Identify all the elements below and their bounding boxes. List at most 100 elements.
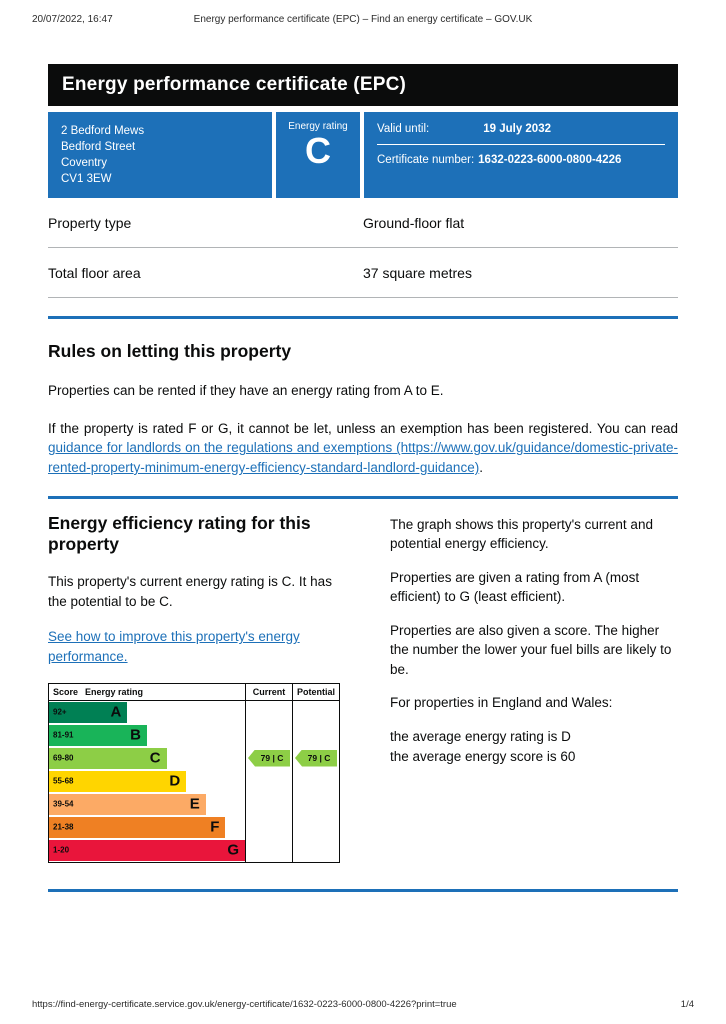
epc-band-row: 1-20 G	[49, 838, 339, 862]
explanation-paragraph: For properties in England and Wales:	[390, 695, 613, 711]
section-divider	[48, 888, 678, 892]
property-type-value: Ground-floor flat	[363, 215, 465, 232]
energy-rating-chart: Score Energy rating Current Potential 92…	[48, 682, 340, 863]
epc-band-row: 81-91 B	[49, 723, 339, 747]
epc-current-cell	[245, 700, 292, 724]
rating-left-column: Energy efficiency rating for this proper…	[48, 513, 340, 863]
epc-potential-cell	[292, 838, 339, 862]
explanation-paragraph: Properties are given a rating from A (mo…	[390, 569, 640, 605]
epc-band-letter: F	[210, 818, 220, 836]
epc-band-letter: D	[169, 772, 181, 790]
print-footer-url: https://find-energy-certificate.service.…	[32, 999, 457, 1010]
epc-current-cell	[245, 838, 292, 862]
epc-band-letter: E	[189, 795, 200, 813]
epc-band-bar-e: 39-54 E	[49, 793, 206, 815]
rules-paragraph-2-end: .	[479, 459, 483, 475]
epc-potential-cell	[292, 700, 339, 724]
landlord-guidance-link[interactable]: guidance for landlords on the regulation…	[48, 440, 678, 475]
epc-band-row: 21-38 F	[49, 815, 339, 839]
epc-band-score: 21-38	[53, 822, 74, 832]
epc-current-cell	[245, 723, 292, 747]
epc-band-score: 39-54	[53, 799, 74, 809]
address-line: 2 Bedford Mews	[61, 125, 145, 137]
energy-rating-value: C	[305, 130, 331, 171]
epc-band-row: 69-80 C 79 | C 79 | C	[49, 746, 339, 770]
certificate-banner-title: Energy performance certificate (EPC)	[48, 64, 678, 106]
epc-current-cell	[245, 815, 292, 839]
floor-area-value: 37 square metres	[363, 265, 472, 282]
epc-potential-cell	[292, 769, 339, 793]
rating-explanation-column: The graph shows this property's current …	[390, 513, 678, 863]
epc-band-bar-b: 81-91 B	[49, 724, 147, 746]
epc-current-cell	[245, 769, 292, 793]
epc-chart-header: Score Energy rating Current Potential	[49, 683, 339, 701]
average-rating-line: the average energy rating is D	[390, 729, 571, 744]
epc-band-bar-g: 1-20 G	[49, 839, 245, 861]
improve-performance-link[interactable]: See how to improve this property's energ…	[48, 629, 300, 664]
epc-current-cell	[245, 792, 292, 816]
current-rating-arrow: 79 | C	[248, 749, 290, 767]
epc-band-rows: 92+ A 81-91 B 69-80 C 79 | C 79 | C 55-68 D 39-54 E…	[49, 700, 339, 862]
print-footer: https://find-energy-certificate.service.…	[32, 999, 694, 1010]
certificate-number-label: Certificate number:	[377, 154, 475, 166]
certificate-content: Energy performance certificate (EPC) 2 B…	[48, 64, 678, 892]
epc-band-score: 55-68	[53, 776, 74, 786]
epc-potential-cell	[292, 792, 339, 816]
epc-band-bar-d: 55-68 D	[49, 770, 187, 792]
certificate-details-box: Valid until: 19 July 2032 Certificate nu…	[364, 112, 678, 199]
print-footer-page-number: 1/4	[680, 999, 694, 1010]
address-line: CV1 3EW	[61, 173, 112, 186]
property-type-label: Property type	[48, 215, 132, 232]
epc-band-score: 92+	[53, 707, 67, 717]
epc-band-bar-c: 69-80 C	[49, 747, 167, 769]
explanation-paragraph: Properties are also given a score. The h…	[390, 622, 672, 677]
energy-rating-box: Energy rating C	[276, 112, 360, 199]
epc-potential-header: Potential	[292, 683, 339, 700]
rating-section: Energy efficiency rating for this proper…	[48, 513, 678, 863]
rules-paragraph-2-text: If the property is rated F or G, it cann…	[48, 420, 678, 436]
epc-band-row: 55-68 D	[49, 769, 339, 793]
epc-band-letter: A	[110, 703, 122, 721]
epc-band-score: 1-20	[53, 845, 70, 855]
address-line: Bedford Street	[61, 141, 136, 154]
section-divider	[48, 495, 678, 499]
potential-rating-arrow: 79 | C	[295, 749, 337, 767]
average-score-line: the average energy score is 60	[390, 748, 576, 764]
rating-heading: Energy efficiency rating for this proper…	[48, 512, 311, 555]
epc-potential-cell: 79 | C	[292, 746, 339, 770]
epc-rating-header: Energy rating	[85, 686, 144, 697]
epc-current-cell: 79 | C	[245, 746, 292, 770]
section-divider	[48, 316, 678, 320]
rules-paragraph-2: If the property is rated F or G, it cann…	[48, 419, 678, 478]
certificate-number-value: 1632-0223-6000-0800-4226	[478, 154, 622, 166]
epc-potential-cell	[292, 723, 339, 747]
rules-paragraph-1: Properties can be rented if they have an…	[48, 383, 444, 399]
epc-band-row: 92+ A	[49, 700, 339, 724]
epc-score-header: Score	[53, 686, 79, 697]
explanation-paragraph: The graph shows this property's current …	[390, 516, 653, 552]
rating-summary-paragraph: This property's current energy rating is…	[48, 574, 332, 609]
table-row: Total floor area 37 square metres	[48, 248, 678, 299]
address-line: Coventry	[61, 157, 108, 170]
rules-heading: Rules on letting this property	[48, 341, 292, 362]
epc-band-score: 69-80	[53, 753, 74, 763]
table-row: Property type Ground-floor flat	[48, 198, 678, 249]
epc-current-header: Current	[245, 683, 292, 700]
epc-band-letter: G	[227, 841, 239, 859]
print-page-title: Energy performance certificate (EPC) – F…	[193, 14, 533, 25]
print-datetime: 20/07/2022, 16:47	[32, 14, 113, 25]
epc-band-row: 39-54 E	[49, 792, 339, 816]
floor-area-label: Total floor area	[48, 265, 141, 282]
energy-rating-label: Energy rating	[288, 121, 348, 132]
epc-band-score: 81-91	[53, 730, 74, 740]
epc-band-letter: C	[149, 749, 161, 767]
epc-potential-cell	[292, 815, 339, 839]
epc-band-bar-f: 21-38 F	[49, 816, 226, 838]
epc-header-left: Score Energy rating	[49, 687, 245, 697]
epc-band-letter: B	[130, 726, 141, 744]
print-header: 20/07/2022, 16:47 Energy performance cer…	[32, 14, 694, 25]
valid-until-label: Valid until:	[377, 123, 430, 135]
epc-band-bar-a: 92+ A	[49, 701, 128, 723]
certificate-summary: 2 Bedford Mews Bedford Street Coventry C…	[48, 112, 678, 199]
